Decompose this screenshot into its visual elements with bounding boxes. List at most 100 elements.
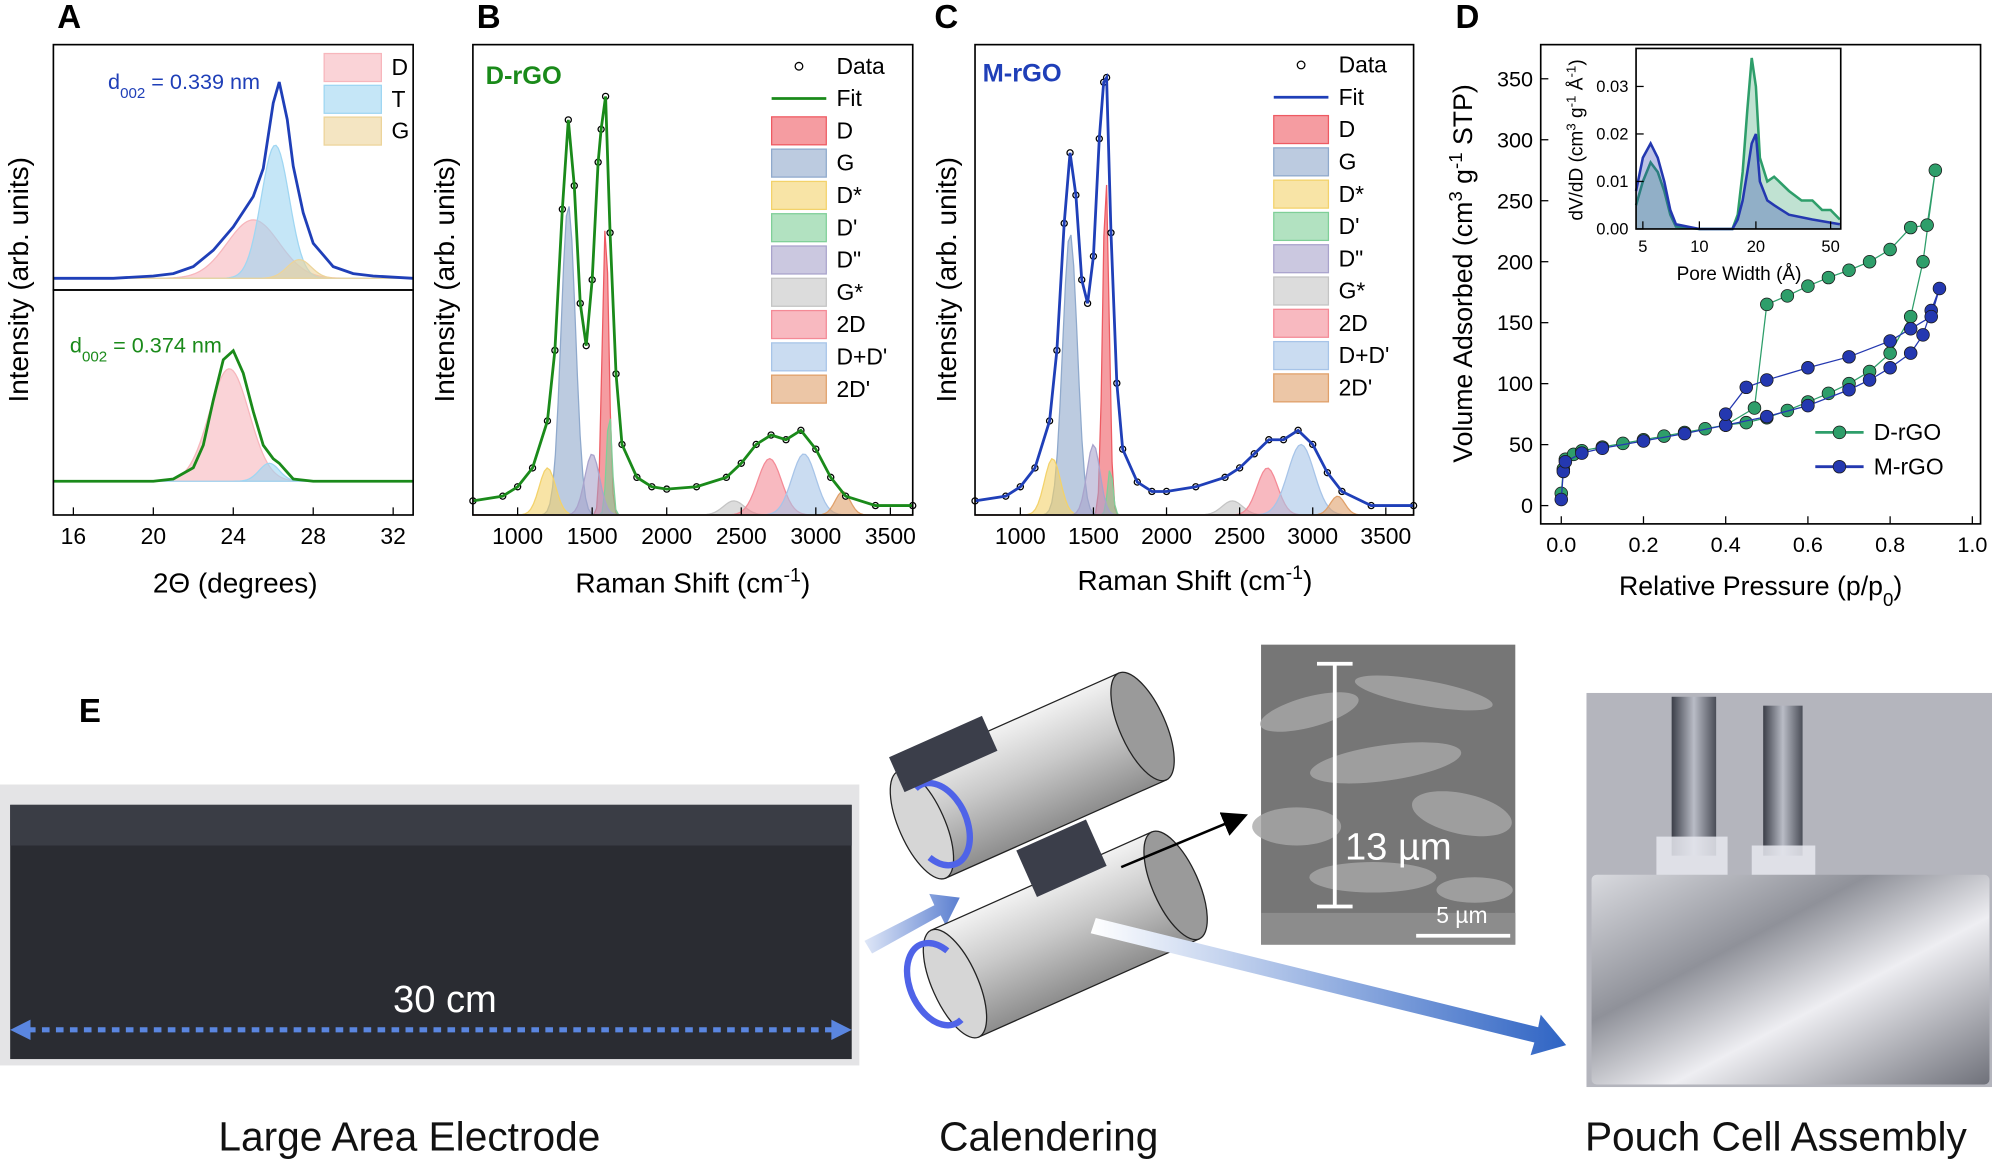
legend-label: D* xyxy=(1339,181,1365,207)
legend-swatch xyxy=(323,52,383,83)
thickness-label: 13 µm xyxy=(1345,825,1452,868)
label-part: Raman Shift (cm xyxy=(575,568,783,599)
legend-label: D+D' xyxy=(836,343,887,369)
data-point xyxy=(1903,346,1918,360)
y-tick-label: 0.00 xyxy=(1596,220,1628,239)
panel-letter: A xyxy=(57,0,81,36)
label-part: -1 xyxy=(1563,96,1578,108)
data-point xyxy=(1575,446,1589,460)
legend-label: Fit xyxy=(836,85,862,111)
legend-swatch xyxy=(1273,276,1330,306)
x-tick-label: 24 xyxy=(221,523,247,549)
thickness-bar xyxy=(1316,661,1353,909)
data-point xyxy=(1780,289,1795,303)
legend-swatch xyxy=(770,148,827,178)
label-part: -1 xyxy=(1563,66,1578,78)
y-axis-label: Intensity (arb. units) xyxy=(931,157,962,402)
legend-label: 2D' xyxy=(836,376,870,402)
y-tick-label: 150 xyxy=(1497,310,1533,335)
chart: 1000 1500 2000 2500 3000 3500 Data Fit DG D* D' D" G… xyxy=(469,43,917,549)
legend-label: G* xyxy=(1339,278,1366,304)
label-part: 0 xyxy=(1883,589,1893,610)
legend-label: G xyxy=(1339,148,1357,174)
x-tick-label: 50 xyxy=(1821,237,1839,256)
chart: DTG xyxy=(52,43,414,291)
annotation: d002 = 0.374 nm xyxy=(70,332,222,364)
legend-swatch xyxy=(1273,340,1330,371)
sheet xyxy=(1016,819,1107,897)
y-tick-label: 0.03 xyxy=(1596,77,1628,96)
x-axis-label: Relative Pressure (p/p0) xyxy=(1619,571,1902,610)
data-point xyxy=(1883,242,1897,257)
data-point xyxy=(1932,281,1947,296)
x-tick-label: 2500 xyxy=(716,523,767,549)
x-tick-label: 20 xyxy=(141,523,166,549)
chart: 5 10 20 50 0.00 0.01 0.02 0.03 xyxy=(1596,47,1842,256)
label-part: 3 xyxy=(1445,191,1466,201)
x-tick-label: 1000 xyxy=(995,523,1046,549)
legend-label: D" xyxy=(1339,245,1364,271)
data-point xyxy=(1760,373,1774,387)
data-point xyxy=(1677,426,1692,441)
legend-label: M-rGO xyxy=(1874,453,1944,479)
legend-label: Data xyxy=(836,53,885,79)
legend-swatch xyxy=(770,180,827,211)
panel-letter: E xyxy=(79,693,101,730)
tab xyxy=(1671,696,1717,856)
x-axis-label: Raman Shift (cm-1) xyxy=(575,565,810,599)
legend-label: D+D' xyxy=(1339,342,1390,368)
legend-swatch xyxy=(770,374,827,404)
electrode-edge xyxy=(10,804,852,846)
legend-swatch xyxy=(1273,244,1330,274)
chart: 1000 1500 2000 2500 3000 3500 Data Fit DG D* D' D" G… xyxy=(971,43,1418,549)
data-point xyxy=(1862,254,1877,269)
y-tick-label: 0 xyxy=(1521,493,1533,518)
legend-label: T xyxy=(392,86,406,112)
label-part: = 0.339 nm xyxy=(145,69,260,94)
y-axis-label: dV/dD (cm3 g-1 Å-1) xyxy=(1563,59,1588,220)
scale-label: 5 µm xyxy=(1436,902,1487,928)
x-tick-label: 3500 xyxy=(1360,523,1411,549)
legend-label: G* xyxy=(836,279,863,305)
data-point xyxy=(1760,409,1774,424)
line xyxy=(1634,57,1841,231)
x-tick-label: 0.0 xyxy=(1546,532,1576,557)
line xyxy=(974,72,1414,507)
annotation: d002 = 0.339 nm xyxy=(108,69,260,102)
data-point xyxy=(1801,398,1815,413)
label-part: d xyxy=(108,69,120,94)
data-point xyxy=(1916,328,1930,342)
pouch-cell xyxy=(1591,874,1990,1085)
data-point xyxy=(1718,407,1733,421)
label-part: d xyxy=(70,332,82,357)
panel-e: E 30 cm 13 µm 5 µm Large Area Electrode … xyxy=(0,644,1992,1160)
legend-label: G xyxy=(392,118,410,144)
data-point xyxy=(1842,263,1856,277)
label-part: ) xyxy=(801,568,810,599)
legend-label: D xyxy=(1339,116,1356,142)
x-tick-label: 10 xyxy=(1690,237,1708,256)
output-arrow xyxy=(1090,917,1567,1056)
label-part: Raman Shift (cm xyxy=(1078,565,1286,596)
label-part: STP) xyxy=(1448,84,1478,152)
legend-swatch xyxy=(770,245,827,275)
roller-top xyxy=(889,671,1175,880)
legend-swatch xyxy=(770,213,827,243)
x-tick-label: 0.2 xyxy=(1628,532,1658,557)
x-tick-label: 28 xyxy=(300,523,325,549)
x-tick-label: 16 xyxy=(61,523,86,549)
panel-letter: D xyxy=(1456,0,1480,36)
data-point xyxy=(1883,361,1897,375)
legend-label: D-rGO xyxy=(1874,419,1941,445)
plot-frame xyxy=(472,43,914,516)
x-tick-label: 20 xyxy=(1747,237,1765,256)
line xyxy=(53,81,414,280)
area xyxy=(1636,133,1840,229)
legend-swatch xyxy=(770,342,827,372)
label-part: dV/dD (cm xyxy=(1567,131,1588,221)
legend-swatch xyxy=(770,277,827,307)
legend-swatch xyxy=(1273,308,1330,338)
legend-label: G xyxy=(836,150,854,176)
caption: Large Area Electrode xyxy=(218,1114,600,1160)
x-tick-label: 1000 xyxy=(492,523,543,549)
